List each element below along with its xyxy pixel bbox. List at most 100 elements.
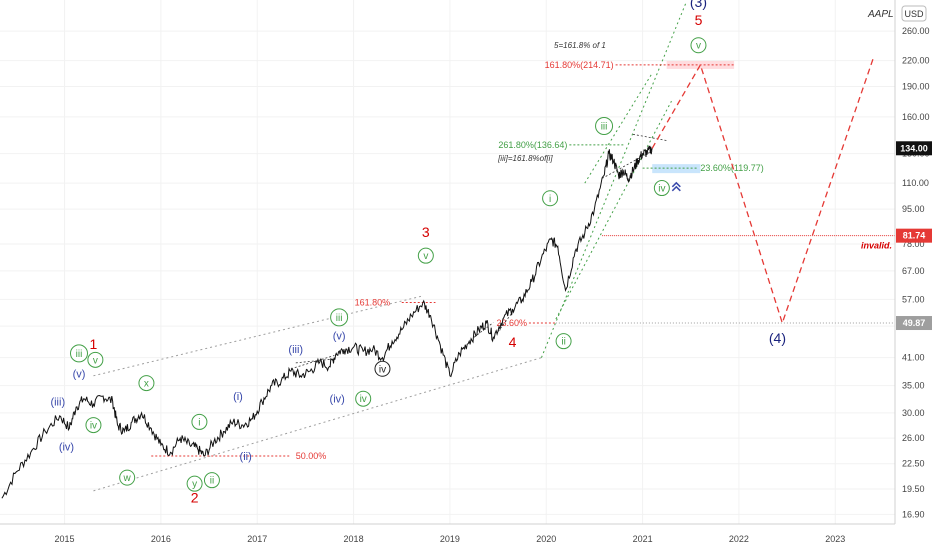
y-tick-label: 22.50	[902, 459, 925, 469]
x-tick-label: 2019	[440, 534, 460, 544]
x-tick-label: 2022	[729, 534, 749, 544]
level-label: 161.80%	[355, 298, 391, 308]
channel-line	[93, 295, 422, 377]
invalid-label: invalid.	[861, 241, 892, 251]
wave-label: (iv)	[330, 394, 345, 406]
pattern-line	[295, 358, 335, 364]
y-tick-label: 160.00	[902, 112, 930, 122]
y-tick-label: 16.90	[902, 509, 925, 519]
x-tick-label: 2020	[536, 534, 556, 544]
wave-label: (iii)	[288, 344, 303, 356]
y-tick-label: 260.00	[902, 26, 930, 36]
y-tick-label: 19.50	[902, 484, 925, 494]
wave-label: iv	[379, 364, 386, 375]
price-tag-label: 134.00	[900, 143, 928, 153]
wave-label: 4	[509, 334, 517, 350]
level-label: 23.60%(119.77)	[700, 163, 763, 173]
wave-label-circle	[330, 308, 349, 327]
y-tick-label: 78.00	[902, 239, 925, 249]
y-tick-label: 57.00	[902, 294, 925, 304]
wave-label-circle	[542, 190, 559, 207]
price-series-line	[1, 145, 653, 499]
y-tick-label: 35.00	[902, 381, 925, 391]
y-tick-label: 67.00	[902, 266, 925, 276]
wave-label: (3)	[690, 0, 707, 10]
x-tick-label: 2015	[55, 534, 75, 544]
x-tick-label: 2018	[344, 534, 364, 544]
y-tick-label: 30.00	[902, 408, 925, 418]
note-label: [iii]=161.8%of[i]	[497, 154, 553, 163]
wave-label: iv	[90, 421, 97, 432]
wave-label-circle	[690, 37, 707, 54]
y-tick-label: 41.00	[902, 353, 925, 363]
pattern-line	[473, 322, 494, 338]
price-tag-label: 49.87	[903, 318, 926, 328]
y-tick-label: 95.00	[902, 204, 925, 214]
level-label: 23.60%	[496, 318, 527, 328]
wave-label-circle	[653, 180, 670, 197]
wave-label-circle	[374, 360, 391, 377]
pattern-line	[290, 355, 335, 370]
wave-label-circle	[69, 344, 88, 363]
wave-label-circle	[203, 472, 220, 489]
channel-line	[584, 72, 653, 184]
price-tag-label: 81.74	[903, 231, 926, 241]
pattern-line	[601, 150, 653, 179]
wave-label: i	[549, 194, 551, 205]
pattern-line	[632, 133, 667, 141]
currency-label: USD	[904, 9, 924, 19]
wave-label-circle	[85, 417, 102, 434]
price-tag	[896, 141, 932, 156]
wave-label: ii	[210, 476, 214, 487]
price-tag	[896, 316, 932, 331]
wave-label: w	[123, 473, 132, 484]
y-tick-label: 110.00	[902, 178, 929, 188]
wave-label-circle	[595, 116, 614, 135]
wave-label: (iii)	[50, 396, 65, 408]
x-tick-label: 2017	[247, 534, 267, 544]
wave-label-circle	[119, 469, 136, 486]
wave-label: (ii)	[240, 451, 252, 463]
wave-label-circle	[417, 247, 434, 264]
projection-path	[651, 56, 875, 326]
currency-button[interactable]	[901, 5, 927, 22]
wave-label-circle	[191, 413, 208, 430]
wave-label: (4)	[769, 330, 786, 346]
chevron-up-icon	[671, 181, 681, 192]
wave-label: 1	[90, 336, 98, 352]
level-label: 50.00%	[296, 451, 327, 461]
wave-label: (iv)	[59, 442, 74, 454]
wave-label: iii	[76, 349, 83, 360]
wave-label: (v)	[333, 330, 346, 342]
x-tick-label: 2023	[825, 534, 845, 544]
wave-label: iii	[336, 313, 343, 324]
y-tick-label: 26.00	[902, 433, 925, 443]
x-tick-label: 2021	[633, 534, 653, 544]
wave-label: v	[93, 355, 98, 366]
wave-label-circle	[186, 475, 203, 492]
y-tick-label: 190.00	[902, 82, 930, 92]
wave-label: 3	[422, 224, 430, 240]
price-tag	[896, 228, 932, 243]
channel-line	[555, 100, 672, 320]
pattern-line	[497, 312, 513, 332]
wave-label: (i)	[233, 391, 243, 403]
wave-label: ii	[561, 337, 565, 348]
wave-label: (v)	[73, 368, 86, 380]
wave-label: i	[198, 417, 200, 428]
y-tick-label: 220.00	[902, 56, 930, 66]
note-label: 5=161.8% of 1	[554, 41, 606, 50]
level-label: 161.80%(214.71)	[545, 60, 614, 70]
channel-line	[540, 2, 687, 358]
wave-label: iv	[360, 394, 367, 405]
wave-label-circle	[87, 351, 104, 368]
wave-label-circle	[138, 375, 155, 392]
level-label: 261.80%(136.64)	[498, 140, 567, 150]
symbol-label: AAPL	[867, 9, 894, 20]
wave-label-circle	[555, 333, 572, 350]
wave-label: iii	[601, 121, 608, 132]
wave-label: iv	[658, 184, 665, 195]
wave-label: 2	[191, 489, 199, 505]
x-tick-label: 2016	[151, 534, 171, 544]
